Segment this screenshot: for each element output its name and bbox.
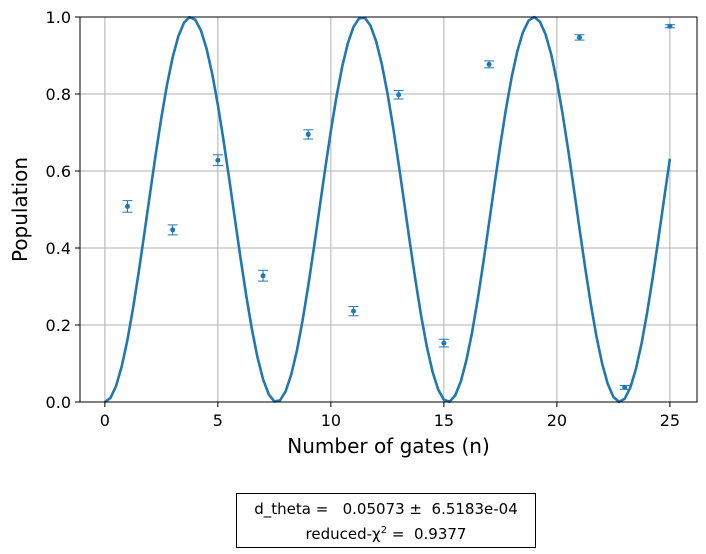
measurement-points bbox=[122, 23, 675, 390]
fit-theta-line: d_theta = 0.05073 ± 6.5183e-04 bbox=[254, 500, 518, 518]
data-point bbox=[622, 384, 628, 390]
grid bbox=[80, 16, 697, 403]
data-point bbox=[486, 61, 492, 67]
y-tick-label: 1.0 bbox=[46, 8, 71, 27]
x-tick-label: 15 bbox=[434, 411, 454, 430]
population-chart: 0 5 10 15 20 25 0.0 0.2 0.4 0.6 0.8 1.0 Number of g… bbox=[8, 8, 698, 458]
y-axis-label: Population bbox=[8, 157, 32, 262]
y-tick-label: 0.8 bbox=[46, 85, 71, 104]
x-tick-label: 25 bbox=[660, 411, 680, 430]
data-point bbox=[350, 308, 356, 314]
chi2-superscript: 2 bbox=[380, 525, 388, 536]
fit-curve bbox=[104, 15, 672, 404]
x-tick-label: 20 bbox=[547, 411, 567, 430]
plot-frame bbox=[79, 16, 698, 403]
x-tick-label: 10 bbox=[321, 411, 341, 430]
chi2-prefix: reduced-χ bbox=[305, 525, 381, 543]
data-point bbox=[305, 131, 311, 137]
data-point bbox=[576, 34, 582, 40]
x-tick-label: 0 bbox=[100, 411, 110, 430]
y-tick-label: 0.2 bbox=[46, 316, 71, 335]
y-tick-label: 0.6 bbox=[46, 162, 71, 181]
fit-chi2-line: reduced-χ2 = 0.9377 bbox=[237, 520, 535, 545]
data-point bbox=[396, 92, 402, 98]
data-point bbox=[215, 157, 221, 163]
data-point bbox=[441, 340, 447, 346]
data-point bbox=[667, 23, 673, 29]
data-point bbox=[260, 273, 266, 279]
y-tick-label: 0.4 bbox=[46, 239, 71, 258]
data-point bbox=[170, 227, 176, 233]
data-point bbox=[124, 203, 130, 209]
fit-curve-layer bbox=[104, 15, 672, 404]
axis-ticks: 0 5 10 15 20 25 0.0 0.2 0.4 0.6 0.8 1.0 bbox=[46, 8, 681, 430]
x-tick-label: 5 bbox=[213, 411, 223, 430]
fit-results-box: d_theta = 0.05073 ± 6.5183e-04 reduced-χ… bbox=[236, 493, 536, 548]
y-tick-label: 0.0 bbox=[46, 393, 71, 412]
chi2-value: = 0.9377 bbox=[387, 525, 467, 543]
x-axis-label: Number of gates (n) bbox=[287, 434, 490, 458]
